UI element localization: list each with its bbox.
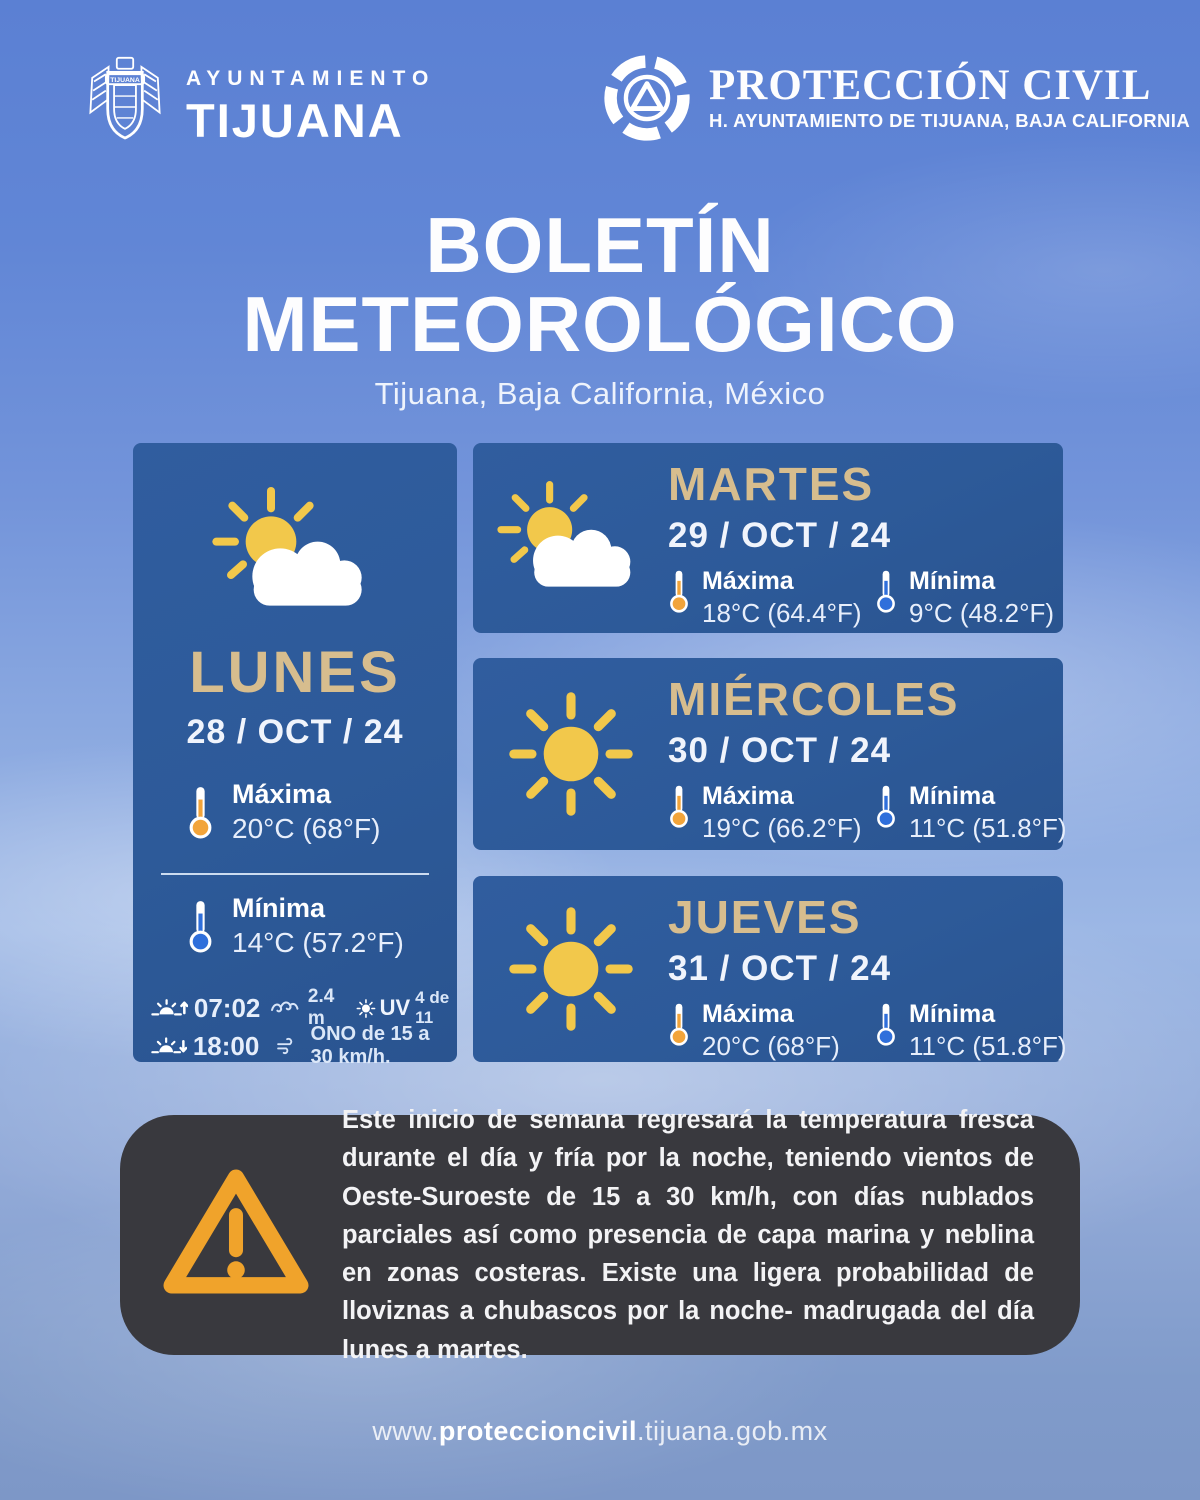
martes-day-name: MARTES — [668, 458, 875, 510]
thermometer-min-icon — [877, 570, 895, 613]
wave-height: 2.4 m — [307, 986, 335, 1029]
martes-temps: Máxima 18°C (64.4°F) Mínima 9°C (48.2°F) — [668, 566, 1082, 630]
thermometer-min-icon — [877, 1003, 895, 1046]
jueves-weather-icon-wrap — [473, 876, 668, 1062]
lunes-stats: 07:02 2.4 m UV 4 de 11 — [151, 986, 457, 1068]
martes-date: 29 / OCT / 24 — [668, 515, 892, 555]
bulletin-title-block: BOLETÍN METEOROLÓGICO Tijuana, Baja Cali… — [0, 206, 1200, 412]
lunes-divider — [161, 873, 429, 875]
lunes-min-label: Mínima — [232, 893, 326, 923]
miercoles-min: Mínima 11°C (51.8°F) — [875, 781, 1082, 845]
martes-min-value: 9°C (48.2°F) — [909, 598, 1055, 629]
thermometer-min-icon — [877, 785, 895, 828]
footer-url: www.proteccioncivil.tijuana.gob.mx — [0, 1416, 1200, 1447]
jueves-temps: Máxima 20°C (68°F) Mínima 11°C (51.8°F) — [668, 999, 1082, 1063]
martes-weather-icon-wrap — [473, 443, 668, 633]
lunes-date: 28 / OCT / 24 — [186, 713, 404, 751]
proteccion-civil-emblem-icon — [604, 55, 690, 141]
proteccion-civil-title: PROTECCIÓN CIVIL — [709, 62, 1152, 109]
proteccion-civil-subtitle: H. AYUNTAMIENTO DE TIJUANA, BAJA CALIFOR… — [709, 110, 1191, 131]
miercoles-info: MIÉRCOLES 30 / OCT / 24 Máxima 19°C (66.… — [668, 658, 1082, 850]
bulletin-title-line2: METEOROLÓGICO — [242, 279, 958, 368]
lunes-day-name: LUNES — [189, 640, 401, 705]
thermometer-max-icon — [670, 570, 688, 613]
uv-label: UV — [379, 995, 411, 1020]
proteccion-civil-logo: PROTECCIÓN CIVIL H. AYUNTAMIENTO DE TIJU… — [601, 52, 1190, 144]
advisory-text: Este inicio de semana regresará la tempe… — [342, 1106, 1034, 1364]
lunes-weather-icon-wrap — [133, 483, 457, 619]
martes-min-label: Mínima — [909, 566, 996, 595]
miercoles-min-label: Mínima — [909, 781, 996, 810]
bulletin-title-line1: BOLETÍN — [425, 201, 775, 289]
sun-behind-cloud-icon — [496, 481, 630, 587]
martes-max-label: Máxima — [702, 566, 794, 595]
martes-info: MARTES 29 / OCT / 24 Máxima 18°C (64.4°F… — [668, 443, 1082, 633]
ayuntamiento-wordmark: AYUNTAMIENTO TIJUANA — [186, 67, 435, 148]
jueves-min: Mínima 11°C (51.8°F) — [875, 999, 1082, 1063]
thermometer-max-icon — [670, 785, 688, 828]
jueves-min-label: Mínima — [909, 999, 996, 1028]
footer-url-suffix: .tijuana.gob.mx — [636, 1416, 828, 1446]
sun-icon — [508, 692, 633, 816]
sun-behind-cloud-icon — [212, 487, 362, 606]
miercoles-max-label: Máxima — [702, 781, 794, 810]
miercoles-temps: Máxima 19°C (66.2°F) Mínima 11°C (51.8°F… — [668, 781, 1082, 845]
footer-url-prefix: www. — [372, 1416, 439, 1446]
sunset-icon — [151, 1037, 187, 1054]
jueves-min-value: 11°C (51.8°F) — [909, 1031, 1067, 1062]
miercoles-weather-icon-wrap — [473, 658, 668, 850]
forecast-card-jueves: JUEVES 31 / OCT / 24 Máxima 20°C (68°F) — [473, 876, 1067, 1062]
advisory-box: Este inicio de semana regresará la tempe… — [120, 1106, 1080, 1364]
forecast-card-miercoles: MIÉRCOLES 30 / OCT / 24 Máxima 19°C (66.… — [473, 658, 1067, 850]
miercoles-date: 30 / OCT / 24 — [668, 730, 892, 770]
warning-triangle-icon — [163, 1169, 309, 1294]
thermometer-max-icon — [670, 1003, 688, 1046]
uv-value: 4 de 11 — [415, 988, 450, 1027]
miercoles-min-value: 11°C (51.8°F) — [909, 813, 1067, 844]
ayuntamiento-label: AYUNTAMIENTO — [186, 66, 436, 90]
footer-url-bold: proteccioncivil — [438, 1416, 637, 1446]
sunset-time: 18:00 — [192, 1030, 260, 1061]
lunes-stats-row-2: 18:00 ONO de 15 a 30 km/h. — [151, 1023, 457, 1068]
martes-min: Mínima 9°C (48.2°F) — [875, 566, 1082, 630]
svg-text:TIJUANA: TIJUANA — [110, 77, 140, 84]
miercoles-day-name: MIÉRCOLES — [668, 673, 960, 725]
jueves-max-label: Máxima — [702, 999, 794, 1028]
uv-sun-icon — [356, 998, 376, 1018]
bulletin-subtitle: Tijuana, Baja California, México — [374, 375, 826, 411]
forecast-card-martes: MARTES 29 / OCT / 24 Máxima 18°C (64.4°F… — [473, 443, 1063, 633]
jueves-info: JUEVES 31 / OCT / 24 Máxima 20°C (68°F) — [668, 876, 1082, 1062]
tijuana-label: TIJUANA — [186, 93, 404, 147]
martes-max: Máxima 18°C (64.4°F) — [668, 566, 875, 630]
jueves-day-name: JUEVES — [668, 891, 862, 943]
tijuana-crest-icon: TIJUANA — [89, 56, 161, 140]
proteccion-civil-wordmark: PROTECCIÓN CIVIL H. AYUNTAMIENTO DE TIJU… — [709, 64, 1190, 132]
wind-icon — [277, 1037, 293, 1055]
martes-max-value: 18°C (64.4°F) — [702, 598, 862, 629]
forecast-card-lunes: LUNES 28 / OCT / 24 Máxima 20°C (68°F) M… — [133, 443, 457, 1068]
miercoles-max-value: 19°C (66.2°F) — [702, 813, 862, 844]
thermometer-min-icon — [189, 901, 212, 953]
lunes-min-value: 14°C (57.2°F) — [232, 927, 404, 959]
lunes-max-label: Máxima — [232, 779, 332, 809]
sunrise-icon — [151, 999, 188, 1016]
jueves-date: 31 / OCT / 24 — [668, 948, 892, 988]
ayuntamiento-tijuana-logo: TIJUANA AYUNTAMIENTO TIJUANA — [84, 50, 435, 164]
thermometer-max-icon — [189, 787, 212, 839]
sunrise-time: 07:02 — [193, 992, 261, 1023]
jueves-max-value: 20°C (68°F) — [702, 1031, 840, 1062]
wave-icon — [271, 1001, 299, 1013]
sun-icon — [508, 907, 633, 1031]
jueves-max: Máxima 20°C (68°F) — [668, 999, 875, 1063]
lunes-min-row: Mínima 14°C (57.2°F) — [187, 893, 404, 960]
miercoles-max: Máxima 19°C (66.2°F) — [668, 781, 875, 845]
wind-value: ONO de 15 a 30 km/h. — [310, 1023, 430, 1068]
lunes-stats-row-1: 07:02 2.4 m UV 4 de 11 — [151, 986, 457, 1029]
lunes-max-row: Máxima 20°C (68°F) — [187, 779, 380, 846]
lunes-max-value: 20°C (68°F) — [232, 813, 381, 845]
